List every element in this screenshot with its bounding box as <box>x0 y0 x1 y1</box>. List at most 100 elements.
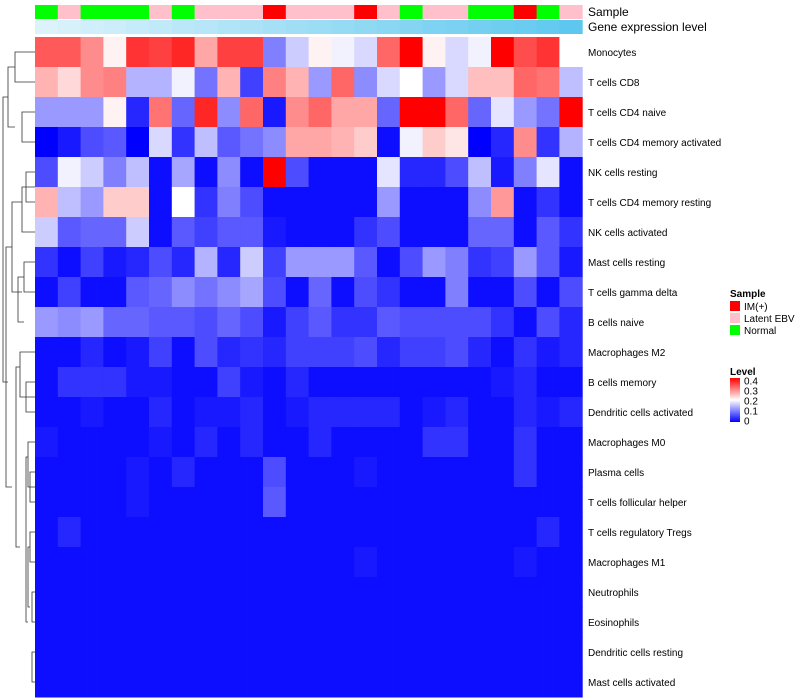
heatmap-cell <box>194 97 218 128</box>
heatmap-cell <box>217 577 241 608</box>
dendrogram-branch <box>27 546 30 608</box>
heatmap-cell <box>536 67 560 98</box>
gene-expression-annotation-cell <box>331 20 355 34</box>
heatmap-cell <box>194 637 218 668</box>
heatmap-cell <box>377 187 401 218</box>
heatmap-cell <box>57 577 82 608</box>
heatmap-cell <box>217 457 241 488</box>
heatmap-cell <box>445 307 469 338</box>
sample-annotation-label: Sample <box>588 5 629 19</box>
heatmap-cell <box>422 607 446 638</box>
heatmap-cell <box>468 97 492 128</box>
heatmap-cell <box>285 457 310 488</box>
sample-annotation-cell <box>217 5 241 19</box>
heatmap-cell <box>536 397 560 428</box>
heatmap-cell <box>422 217 446 248</box>
heatmap-cell <box>399 187 424 218</box>
heatmap-cell <box>149 517 173 548</box>
heatmap-cell <box>263 217 287 248</box>
heatmap-cell <box>80 667 104 698</box>
heatmap-cell <box>171 127 196 158</box>
heatmap-cell <box>103 667 127 698</box>
sample-annotation-bar <box>35 5 583 19</box>
heatmap-cell <box>171 397 196 428</box>
heatmap-cell <box>35 637 59 668</box>
heatmap-cell <box>536 307 560 338</box>
heatmap-cell <box>354 127 378 158</box>
heatmap-cell <box>468 637 492 668</box>
heatmap-cell <box>126 157 150 188</box>
heatmap-cell <box>536 487 560 518</box>
heatmap-cell <box>354 277 378 308</box>
heatmap-cell <box>491 367 515 398</box>
heatmap-cell <box>422 517 446 548</box>
heatmap-cell <box>285 277 310 308</box>
heatmap-cell <box>536 187 560 218</box>
heatmap-cell <box>240 67 264 98</box>
heatmap-cell <box>559 277 583 308</box>
legend-sample-title: Sample <box>730 289 766 300</box>
heatmap-cell <box>149 157 173 188</box>
heatmap-cell <box>354 427 378 458</box>
heatmap-cell <box>80 637 104 668</box>
heatmap-cell <box>536 127 560 158</box>
heatmap-cell <box>354 457 378 488</box>
heatmap-cell <box>422 547 446 578</box>
heatmap-cells <box>35 37 583 698</box>
heatmap-cell <box>559 607 583 638</box>
heatmap-cell <box>171 217 196 248</box>
heatmap-cell <box>35 577 59 608</box>
heatmap-cell <box>126 667 150 698</box>
heatmap-cell <box>171 67 196 98</box>
heatmap-cell <box>445 337 469 368</box>
dendrogram-branch <box>5 246 12 488</box>
heatmap-cell <box>377 637 401 668</box>
row-label: T cells CD8 <box>588 78 640 89</box>
heatmap-cell <box>80 217 104 248</box>
heatmap-cell <box>285 127 310 158</box>
heatmap-cell <box>445 667 469 698</box>
sample-annotation-cell <box>491 5 515 19</box>
heatmap-cell <box>513 457 538 488</box>
heatmap-cell <box>57 427 82 458</box>
heatmap-cell <box>263 367 287 398</box>
heatmap-cell <box>194 547 218 578</box>
heatmap-cell <box>331 667 355 698</box>
heatmap-cell <box>491 457 515 488</box>
heatmap-cell <box>422 337 446 368</box>
legend-tick-label: 0.4 <box>744 377 758 388</box>
heatmap-cell <box>377 67 401 98</box>
heatmap-cell <box>126 307 150 338</box>
heatmap-cell <box>422 487 446 518</box>
heatmap-cell <box>35 127 59 158</box>
heatmap-cell <box>513 217 538 248</box>
heatmap-cell <box>308 97 332 128</box>
heatmap-cell <box>263 487 287 518</box>
dendrogram-branch <box>2 96 8 383</box>
heatmap-cell <box>399 577 424 608</box>
heatmap-cell <box>445 187 469 218</box>
heatmap-cell <box>35 37 59 68</box>
legend-tick-label: 0.3 <box>744 387 758 398</box>
heatmap-cell <box>217 37 241 68</box>
heatmap-cell <box>240 337 264 368</box>
row-label: T cells gamma delta <box>588 288 678 299</box>
heatmap-cell <box>103 517 127 548</box>
heatmap-cell <box>491 427 515 458</box>
heatmap-cell <box>57 397 82 428</box>
heatmap-cell <box>422 67 446 98</box>
heatmap-cell <box>308 367 332 398</box>
heatmap-cell <box>240 307 264 338</box>
heatmap-cell <box>57 667 82 698</box>
heatmap-cell <box>126 427 150 458</box>
legend-tick-label: 0 <box>744 417 750 428</box>
heatmap-cell <box>399 247 424 278</box>
heatmap-cell <box>536 547 560 578</box>
heatmap-cell <box>171 367 196 398</box>
heatmap-cell <box>331 97 355 128</box>
heatmap-cell <box>171 427 196 458</box>
heatmap-cell <box>399 397 424 428</box>
heatmap-cell <box>103 607 127 638</box>
heatmap-cell <box>103 427 127 458</box>
